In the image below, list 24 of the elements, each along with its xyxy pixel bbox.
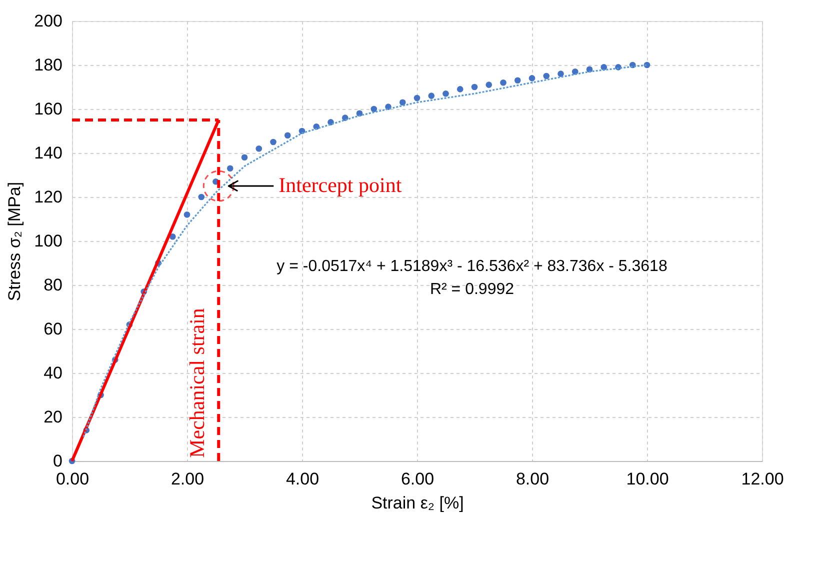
x-tick-label: 4.00 — [286, 470, 320, 488]
x-tick-label: 6.00 — [400, 470, 434, 488]
y-tick-label: 160 — [34, 100, 62, 118]
annotation: Mechanical strain — [185, 308, 209, 458]
y-tick-label: 140 — [34, 144, 62, 162]
y-tick-label: 60 — [44, 320, 62, 338]
y-tick-label: 80 — [44, 276, 62, 294]
y-tick-label: 180 — [34, 56, 62, 74]
y-tick-label: 200 — [34, 12, 62, 30]
y-tick-label: 0 — [53, 452, 62, 470]
x-axis-title: Strain ε₂ [%] — [371, 494, 464, 512]
annotation: R² = 0.9992 — [430, 281, 514, 298]
x-tick-label: 12.00 — [741, 470, 784, 488]
x-tick-label: 8.00 — [516, 470, 550, 488]
annotation: Intercept point — [278, 173, 402, 197]
y-tick-label: 100 — [34, 232, 62, 250]
y-axis-title: Stress σ₂ [MPa] — [5, 182, 24, 302]
y-tick-label: 120 — [34, 188, 62, 206]
annotation: y = -0.0517x⁴ + 1.5189x³ - 16.536x² + 83.736x - 5.3618 — [276, 258, 668, 275]
x-tick-label: 10.00 — [626, 470, 669, 488]
y-tick-label: 40 — [44, 364, 62, 382]
x-tick-label: 2.00 — [170, 470, 204, 488]
y-tick-label: 20 — [44, 408, 62, 426]
x-tick-label: 0.00 — [56, 470, 90, 488]
